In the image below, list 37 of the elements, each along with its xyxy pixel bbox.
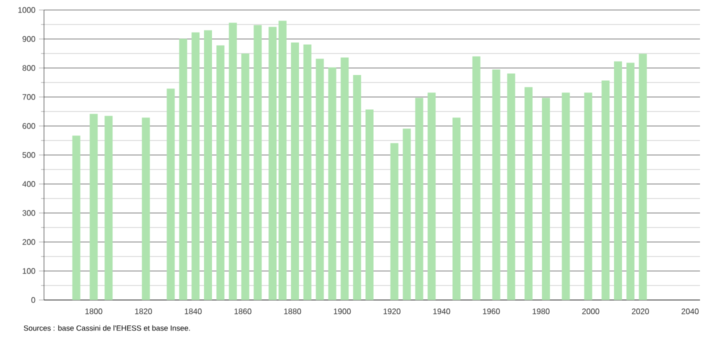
- bar: [584, 92, 592, 300]
- bar: [452, 118, 460, 300]
- bar: [415, 98, 424, 300]
- bar: [328, 67, 336, 300]
- bar: [90, 114, 98, 300]
- bar: [602, 80, 610, 300]
- bar: [303, 44, 312, 300]
- bar: [428, 92, 436, 300]
- bar: [353, 74, 362, 300]
- bar: [241, 53, 250, 300]
- bar: [268, 26, 277, 300]
- bar: [366, 109, 374, 300]
- bar: [614, 61, 622, 300]
- bar: [228, 22, 237, 300]
- bar: [472, 56, 480, 300]
- bar: [390, 143, 398, 300]
- bar: [562, 92, 570, 300]
- bar: [402, 128, 411, 300]
- bar: [542, 98, 550, 300]
- bar: [524, 87, 533, 300]
- bar: [216, 45, 224, 300]
- bar: [638, 54, 647, 300]
- bar: [492, 69, 500, 300]
- bar: [104, 116, 113, 300]
- bar: [507, 74, 516, 300]
- bar: [626, 62, 634, 300]
- bar: [72, 136, 80, 300]
- bar: [278, 20, 287, 300]
- bar: [166, 88, 175, 300]
- bar: [179, 38, 188, 300]
- bar: [316, 58, 324, 300]
- bar: [204, 30, 212, 300]
- bar: [142, 118, 150, 300]
- bar: [290, 42, 299, 300]
- bar: [254, 25, 262, 300]
- bar: [340, 58, 349, 300]
- bar: [192, 32, 200, 300]
